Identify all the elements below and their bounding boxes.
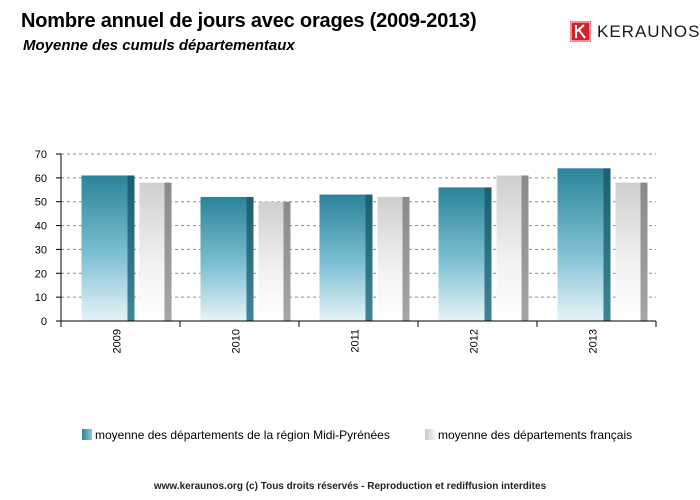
axes: 0 10 20 30 40 50 60 70 2009 2010 2011 2012 2013 — [35, 149, 657, 353]
bar-national-back-2011 — [377, 196, 392, 321]
y-tick-label: 20 — [35, 268, 47, 280]
chart-title: Nombre annuel de jours avec orages (2009… — [21, 10, 477, 32]
bar-region-side-2013 — [603, 168, 611, 321]
x-tick-label: 2011 — [350, 329, 362, 353]
x-tick-label: 2009 — [112, 329, 124, 353]
y-tick-label: 50 — [35, 197, 47, 209]
bar-region-side-2009 — [127, 175, 135, 321]
y-tick-label: 10 — [35, 292, 47, 304]
bar-region-2011 — [319, 194, 366, 321]
legend: moyenne des départements de la région Mi… — [82, 428, 632, 442]
bar-national-side-2009 — [164, 182, 172, 321]
y-tick-label: 40 — [35, 221, 47, 233]
y-tick-label: 0 — [41, 316, 47, 328]
bar-region-2013 — [557, 168, 604, 321]
legend-label-national: moyenne des départements français — [438, 428, 632, 442]
bar-national-side-2011 — [402, 196, 410, 321]
y-tick-label: 70 — [35, 149, 47, 161]
bar-region-side-2012 — [484, 187, 492, 321]
bar-region-2009 — [81, 175, 128, 321]
chart-subtitle: Moyenne des cumuls départementaux — [23, 37, 295, 54]
keraunos-logo: KERAUNOS — [570, 21, 700, 42]
copyright-footer: www.keraunos.org (c) Tous droits réservé… — [153, 481, 547, 492]
bar-national-side-2010 — [283, 201, 291, 321]
keraunos-logo-icon — [570, 21, 591, 42]
bar-region-side-2011 — [365, 194, 373, 321]
x-tick-label: 2012 — [469, 329, 481, 353]
y-tick-label: 60 — [35, 173, 47, 185]
bar-chart: 0 10 20 30 40 50 60 70 2009 2010 2011 2012 2013 moye… — [35, 149, 657, 442]
bar-national-side-2013 — [640, 182, 648, 321]
bar-region-side-2010 — [246, 196, 254, 321]
bars — [81, 168, 648, 321]
bar-national-back-2010 — [258, 201, 273, 321]
bar-national-back-2013 — [615, 182, 630, 321]
legend-label-region: moyenne des départements de la région Mi… — [95, 428, 390, 442]
bar-national-back-2012 — [496, 175, 511, 321]
x-tick-label: 2010 — [231, 329, 243, 353]
legend-swatch-region — [82, 429, 92, 440]
y-tick-label: 30 — [35, 244, 47, 256]
bar-region-2010 — [200, 196, 247, 321]
bar-national-side-2012 — [521, 175, 529, 321]
bar-region-2012 — [438, 187, 485, 321]
bar-national-back-2009 — [139, 182, 154, 321]
brand-name: KERAUNOS — [597, 21, 700, 41]
x-tick-label: 2013 — [588, 329, 600, 353]
legend-swatch-national — [425, 429, 435, 440]
